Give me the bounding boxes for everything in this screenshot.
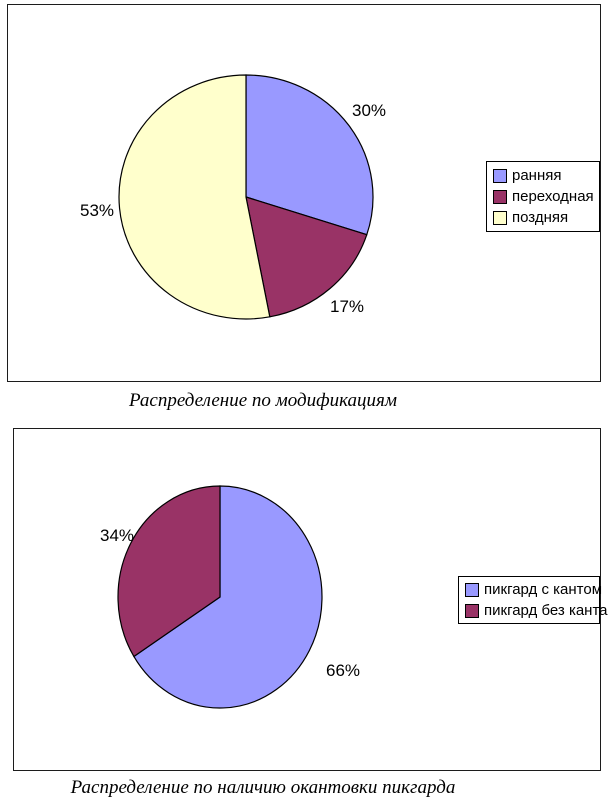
legend-item: поздняя [493, 207, 593, 228]
chart-panel-modifications: 30% 17% 53% ранняя переходная поздняя [7, 4, 601, 382]
legend-swatch-icon [493, 168, 507, 183]
legend-item: ранняя [493, 165, 593, 186]
chart-panel-pickguard-edging: 66% 34% пикгард с кантом пикгард без канта [13, 428, 608, 771]
pie-chart-modifications [118, 74, 374, 320]
pie-chart-pickguard-edging [117, 485, 323, 709]
legend-label: переходная [512, 188, 594, 205]
legend-modifications: ранняя переходная поздняя [486, 161, 600, 232]
pie-slice-пикгард без канта [117, 485, 221, 658]
legend-label: пикгард с кантом [484, 581, 603, 598]
pie-slice-ранняя [245, 74, 374, 236]
chart-caption-pickguard-edging: Распределение по наличию окантовки пикга… [70, 777, 456, 798]
chart-caption-modifications: Распределение по модификациям [129, 390, 397, 411]
legend-item: переходная [493, 186, 594, 207]
legend-item: пикгард без канта [465, 600, 608, 621]
pie-percent-label: 53% [79, 201, 115, 220]
legend-label: ранняя [512, 167, 562, 184]
legend-swatch-icon [493, 189, 507, 204]
legend-label: пикгард без канта [484, 602, 608, 619]
pie-slice-переходная [245, 196, 368, 318]
legend-pickguard-edging: пикгард с кантом пикгард без канта [458, 576, 608, 624]
legend-item: пикгард с кантом [465, 579, 602, 600]
pie-slice-пикгард с кантом [133, 485, 323, 709]
legend-swatch-icon [493, 210, 507, 225]
legend-label: поздняя [512, 209, 569, 226]
pie-percent-label: 34% [99, 526, 135, 545]
pie-percent-label: 66% [325, 661, 361, 680]
pie-slice-поздняя [118, 74, 271, 320]
legend-swatch-icon [465, 582, 479, 597]
pie-percent-label: 17% [329, 297, 365, 316]
legend-swatch-icon [465, 603, 479, 618]
pie-percent-label: 30% [351, 101, 387, 120]
